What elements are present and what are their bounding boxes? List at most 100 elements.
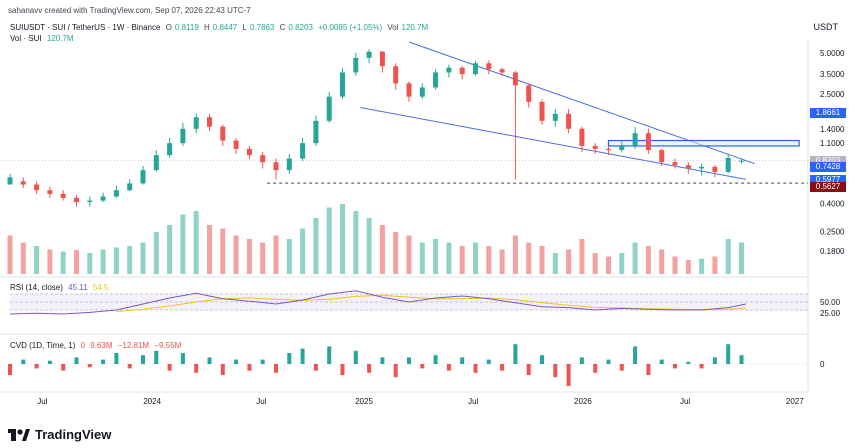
cvd-bar (633, 346, 638, 364)
volume-bar (526, 242, 532, 274)
candle-body (246, 148, 252, 156)
rsi-line (9, 290, 746, 315)
cvd-bar (659, 359, 664, 364)
author-line: sahanavv created with TradingView.com, S… (8, 6, 251, 15)
high-label: H (204, 23, 210, 32)
vol-sui-label[interactable]: Vol · SUI (10, 34, 42, 43)
cvd-bar (87, 364, 92, 368)
volume-bar (645, 246, 651, 274)
candle-body (326, 96, 332, 121)
volume-bar (20, 242, 26, 274)
cvd-bar (47, 360, 52, 364)
cvd-bar (313, 364, 318, 371)
cvd-bar (460, 357, 465, 364)
rsi-level-label: 25.00 (820, 309, 841, 318)
cvd-bar (300, 348, 305, 364)
cvd-bar (353, 350, 358, 364)
volume-bar (7, 235, 13, 274)
candle-body (632, 133, 638, 146)
candle-body (7, 177, 13, 185)
volume-bar (113, 247, 119, 274)
x-tick-label: Jul (256, 397, 266, 406)
rsi-title[interactable]: RSI (14, close) (10, 283, 63, 292)
cvd-bar (287, 353, 292, 364)
cvd-bar (407, 357, 411, 364)
candle-body (393, 66, 399, 84)
cvd-bar (8, 364, 12, 375)
cvd-bar (513, 344, 518, 364)
candle-body (113, 190, 119, 197)
candle-body (366, 51, 372, 58)
drawing-layer (0, 41, 808, 184)
volume-bar (632, 242, 638, 274)
cvd-bar (380, 357, 385, 364)
candle-body (180, 128, 186, 144)
candle-body (60, 193, 66, 198)
tradingview-brand[interactable]: TradingView (8, 427, 111, 442)
y-tick-label: 0.4000 (820, 200, 845, 209)
low-label: L (242, 23, 247, 32)
vol-sui-value: 120.7M (46, 34, 74, 43)
volume-bar (353, 211, 359, 274)
cvd-bar (327, 346, 332, 364)
open-value: 0.8119 (174, 23, 199, 32)
cvd-bar (420, 364, 425, 369)
volume-bar (260, 242, 266, 274)
candle-body (499, 69, 505, 73)
volume-bar (699, 258, 705, 274)
x-tick-label: Jul (37, 397, 47, 406)
candle-body (300, 143, 306, 159)
x-tick-label: 2026 (574, 397, 592, 406)
volume-bar (446, 242, 452, 274)
volume-bar (473, 242, 478, 274)
cvd-title[interactable]: CVD (1D, Time, 1) (10, 341, 76, 350)
cvd-bar (21, 359, 26, 364)
volume-bar (127, 246, 133, 274)
grid-layer (0, 40, 809, 393)
candle-body (406, 83, 412, 97)
volume-bar (672, 256, 678, 274)
candle-body (739, 160, 744, 162)
candle-body (379, 51, 385, 67)
volume-bar (100, 249, 106, 274)
x-tick-label: 2027 (786, 397, 804, 406)
candle-body (419, 87, 425, 97)
currency-label[interactable]: USDT (813, 22, 839, 32)
open-label: O (165, 23, 172, 32)
symbol-label[interactable]: SUIUSDT · SUI / TetherUS · 1W · Binance (10, 23, 161, 32)
close-label: C (279, 23, 286, 32)
cvd-bar (712, 357, 717, 364)
rsi-level-label: 50.00 (820, 298, 841, 307)
rsi-legend: RSI (14, close) 45.11 54.5 (10, 283, 111, 292)
candle-body (725, 157, 731, 172)
price-tag: 0.5977 (810, 175, 846, 186)
candle-body (512, 72, 518, 86)
cvd-bar (593, 364, 598, 373)
cvd-bar (446, 364, 451, 371)
candle-body (619, 145, 625, 151)
volume-bar (60, 251, 66, 274)
lower-trendline (360, 107, 747, 180)
cvd-bar (699, 364, 704, 369)
cvd-bar (500, 364, 505, 371)
candle-body (260, 155, 266, 163)
rsi-pane: 50.00 25.00 (9, 290, 841, 318)
volume-bar (579, 239, 585, 274)
cvd-bar (101, 359, 106, 364)
volume-bar (459, 246, 465, 274)
cvd-bar (473, 364, 478, 373)
volume-bar (180, 214, 186, 274)
cvd-bar (180, 353, 185, 364)
candle-body (340, 72, 345, 97)
candle-body (552, 113, 558, 121)
candle-body (473, 63, 478, 75)
cvd-bar (207, 357, 212, 364)
volume-bar (712, 256, 718, 274)
cvd-value-3: −12.81M (117, 341, 150, 350)
cvd-value-4: −9.55M (154, 341, 182, 350)
candle-body (606, 148, 611, 151)
candle-body (685, 165, 691, 169)
price-tag: 0.8203 (810, 155, 846, 166)
y-tick-label: 0.1800 (820, 247, 845, 256)
volume-bar (273, 235, 279, 274)
